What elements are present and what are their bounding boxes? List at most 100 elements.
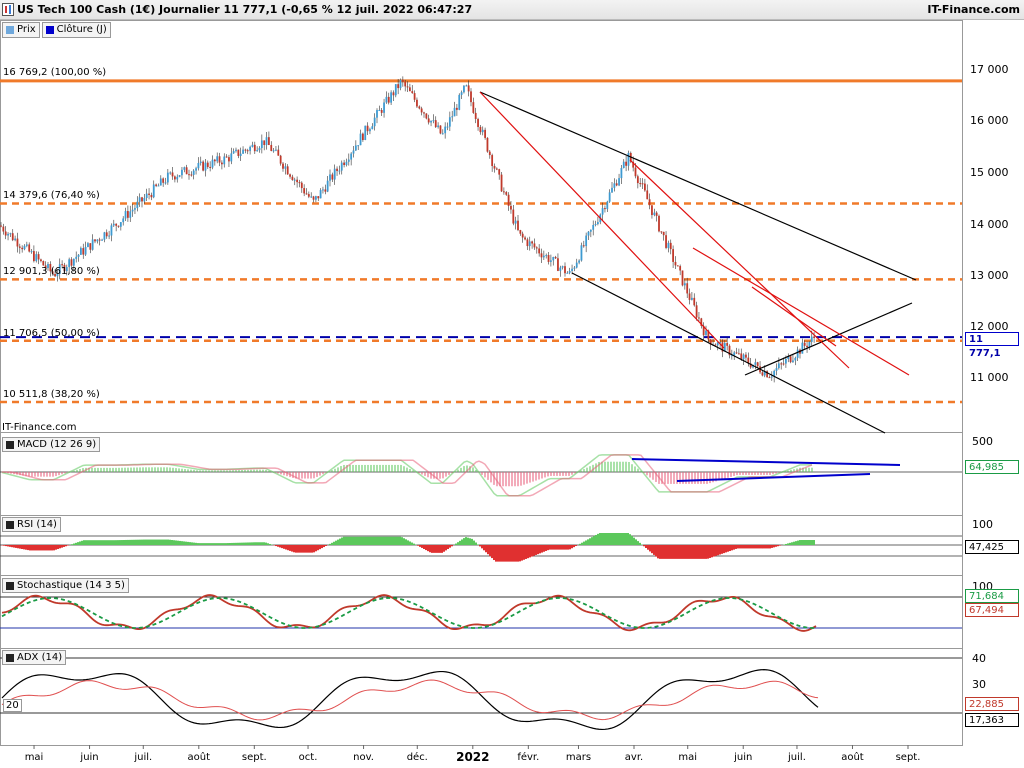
- candle-down: [141, 197, 143, 202]
- legend-item-cloture[interactable]: Clôture (J): [41, 22, 111, 38]
- brand-label[interactable]: IT-Finance.com: [927, 3, 1020, 16]
- candle-down: [655, 212, 658, 216]
- candle-down: [702, 325, 705, 336]
- candle-up: [575, 262, 578, 268]
- candle-down: [237, 149, 240, 156]
- legend-label: Prix: [17, 24, 36, 35]
- macd-tick: 500: [972, 435, 993, 448]
- candle-down: [343, 162, 345, 166]
- candle-down: [228, 157, 230, 162]
- candle-up: [56, 273, 59, 277]
- candle-up: [465, 85, 468, 87]
- x-tick-8: 2022: [456, 750, 490, 764]
- rsi-title: RSI (14): [17, 519, 57, 530]
- candle-down: [331, 174, 334, 180]
- candle-up: [265, 137, 268, 146]
- legend-swatch-icon: [45, 26, 54, 34]
- candle-down: [427, 118, 430, 123]
- rsi-label[interactable]: RSI (14): [2, 517, 61, 532]
- candle-up: [65, 267, 68, 272]
- candle-down: [658, 215, 660, 232]
- y-tick: 15 000: [970, 166, 1009, 179]
- candle-up: [568, 270, 571, 273]
- trendline: [479, 91, 917, 281]
- chart-app-icon[interactable]: [2, 3, 14, 16]
- candle-down: [63, 264, 66, 272]
- candle-up: [14, 238, 16, 241]
- candle-up: [691, 297, 693, 300]
- x-tick-0: mai: [24, 752, 44, 763]
- candle-down: [277, 149, 280, 156]
- candle-up: [77, 254, 80, 257]
- candle-down: [700, 318, 703, 326]
- candle-up: [716, 342, 719, 346]
- candle-up: [119, 222, 122, 227]
- candle-down: [413, 93, 416, 100]
- candle-down: [2, 226, 5, 232]
- candle-up: [589, 229, 592, 232]
- legend-item-prix[interactable]: Prix: [2, 22, 40, 38]
- candle-up: [359, 133, 362, 146]
- candle-down: [70, 259, 73, 266]
- candle-down: [282, 163, 284, 169]
- candle-down: [105, 232, 108, 237]
- candle-up: [134, 208, 136, 210]
- candle-down: [625, 161, 627, 166]
- macd-trendline: [676, 473, 871, 482]
- candle-up: [385, 96, 388, 103]
- candle-down: [806, 345, 808, 348]
- candle-up: [394, 84, 397, 96]
- candle-down: [150, 194, 153, 198]
- candle-down: [11, 233, 14, 241]
- adx-label[interactable]: ADX (14): [2, 650, 67, 665]
- candle-up: [430, 120, 432, 123]
- candle-down: [289, 174, 291, 177]
- candle-down: [61, 264, 63, 266]
- candle-up: [340, 162, 343, 171]
- candle-down: [517, 220, 519, 231]
- candle-down: [709, 339, 712, 345]
- candle-up: [777, 363, 780, 369]
- macd-label[interactable]: MACD (12 26 9): [2, 437, 101, 452]
- candle-up: [667, 242, 670, 248]
- candle-up: [166, 172, 169, 183]
- candle-up: [25, 244, 28, 246]
- candle-down: [641, 183, 644, 185]
- candle-down: [519, 230, 522, 234]
- adx-title: ADX (14): [17, 652, 63, 663]
- candle-down: [296, 179, 298, 183]
- candle-down: [16, 238, 19, 247]
- candle-down: [225, 156, 228, 158]
- candle-up: [611, 187, 613, 193]
- candle-up: [284, 166, 287, 169]
- stoch-label[interactable]: Stochastique (14 3 5): [2, 578, 129, 593]
- candle-up: [594, 224, 597, 226]
- candle-up: [378, 110, 381, 112]
- candle-up: [164, 182, 167, 184]
- candle-down: [615, 183, 618, 186]
- candle-down: [409, 87, 411, 92]
- candle-up: [272, 150, 275, 152]
- x-tick-14: juil.: [788, 752, 806, 763]
- candle-down: [507, 194, 510, 206]
- candle-up: [618, 178, 620, 186]
- candle-up: [110, 225, 113, 236]
- macd-title: MACD (12 26 9): [17, 439, 97, 450]
- candle-down: [632, 161, 635, 168]
- candle-down: [524, 237, 526, 240]
- candle-up: [192, 170, 195, 175]
- candle-down: [298, 182, 301, 184]
- candle-up: [578, 260, 580, 263]
- candle-up: [441, 133, 444, 135]
- candle-down: [488, 151, 491, 156]
- candle-up: [183, 167, 186, 170]
- candle-down: [707, 330, 710, 340]
- candle-down: [174, 176, 176, 180]
- candle-down: [512, 209, 515, 224]
- candle-down: [28, 244, 31, 252]
- candle-up: [152, 184, 155, 198]
- candle-down: [803, 342, 806, 346]
- candle-down: [98, 239, 101, 241]
- candle-down: [747, 357, 750, 364]
- candle-up: [399, 79, 402, 89]
